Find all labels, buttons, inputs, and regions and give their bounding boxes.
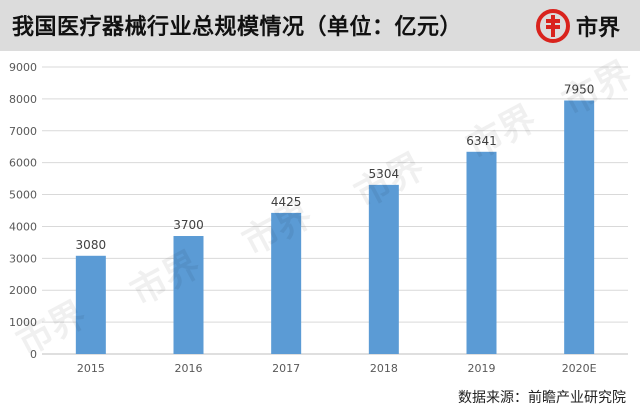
x-tick-label: 2018	[370, 362, 398, 375]
brand-logo: 市界	[536, 8, 620, 44]
x-tick-label: 2015	[77, 362, 105, 375]
data-label: 3080	[76, 238, 107, 252]
bar	[173, 236, 204, 354]
data-label: 3700	[173, 218, 204, 232]
data-label: 5304	[369, 167, 400, 181]
data-label: 7950	[564, 82, 595, 96]
title-band	[0, 0, 640, 51]
y-tick-label: 0	[30, 348, 37, 361]
bar	[75, 255, 106, 354]
y-tick-label: 7000	[9, 125, 37, 138]
logo-text: 市界	[576, 16, 621, 41]
dollar-circle-icon	[536, 9, 570, 43]
x-tick-label: 2020E	[562, 362, 597, 375]
bar	[368, 184, 399, 354]
x-tick-label: 2016	[175, 362, 203, 375]
x-tick-label: 2017	[272, 362, 300, 375]
y-tick-label: 3000	[9, 252, 37, 265]
bar	[271, 212, 302, 354]
y-tick-label: 1000	[9, 316, 37, 329]
data-label: 4425	[271, 195, 302, 209]
bar	[564, 100, 595, 354]
bar	[466, 151, 497, 354]
data-label: 6341	[466, 134, 497, 148]
y-tick-label: 6000	[9, 157, 37, 170]
y-tick-label: 8000	[9, 93, 37, 106]
chart-title: 我国医疗器械行业总规模情况（单位：亿元）	[12, 15, 463, 40]
y-tick-label: 2000	[9, 284, 37, 297]
y-tick-label: 9000	[9, 61, 37, 74]
x-tick-label: 2019	[468, 362, 496, 375]
y-tick-label: 5000	[9, 189, 37, 202]
source-note: 数据来源：前瞻产业研究院	[458, 390, 626, 406]
y-tick-label: 4000	[9, 220, 37, 233]
